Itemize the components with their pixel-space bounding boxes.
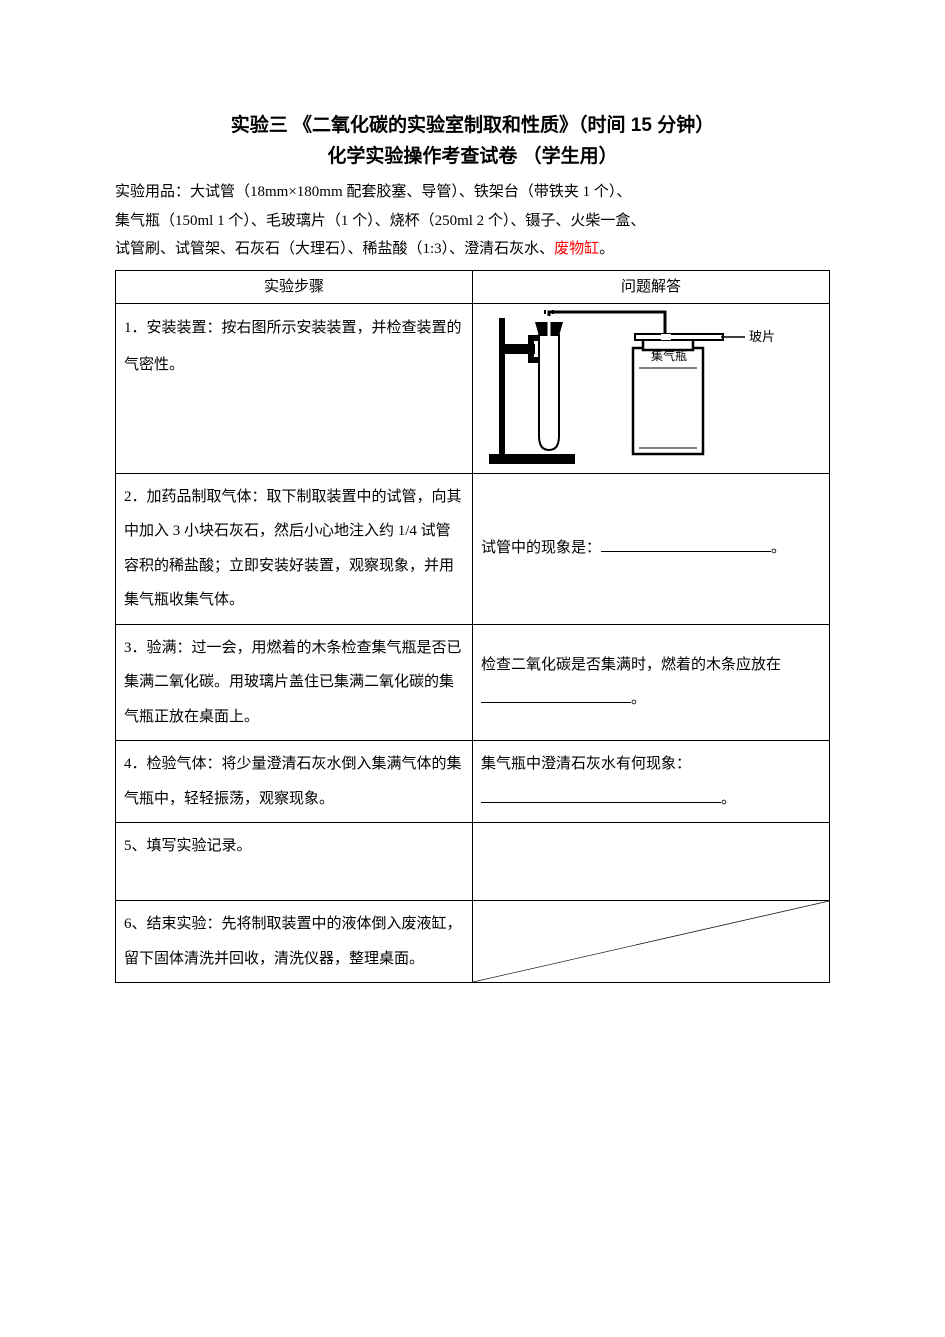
label-gas-bottle: 集气瓶 xyxy=(651,348,687,363)
table-row: 2．加药品制取气体：取下制取装置中的试管，向其中加入 3 小块石灰石，然后小心地… xyxy=(116,473,830,624)
answer-blank[interactable] xyxy=(481,786,721,803)
table-row: 5、填写实验记录。 xyxy=(116,823,830,901)
step-1-text: 1．安装装置：按右图所示安装装置，并检查装置的气密性。 xyxy=(116,303,473,473)
step-3-answer: 检查二氧化碳是否集满时，燃着的木条应放在。 xyxy=(473,624,830,741)
step-2-answer: 试管中的现象是：。 xyxy=(473,473,830,624)
step-4-text: 4．检验气体：将少量澄清石灰水倒入集满气体的集气瓶中，轻轻振荡，观察现象。 xyxy=(116,741,473,823)
table-row: 3．验满：过一会，用燃着的木条检查集气瓶是否已集满二氧化碳。用玻璃片盖住已集满二… xyxy=(116,624,830,741)
answer-blank[interactable] xyxy=(481,687,631,704)
step-5-text: 5、填写实验记录。 xyxy=(116,823,473,901)
intro-line-2: 集气瓶（150ml 1 个）、毛玻璃片（1 个）、烧杯（250ml 2 个）、镊… xyxy=(115,207,830,236)
step-5-answer-empty xyxy=(473,823,830,901)
page-title-1: 实验三 《二氧化碳的实验室制取和性质》（时间 15 分钟） xyxy=(115,110,830,137)
table-row: 6、结束实验：先将制取装置中的液体倒入废液缸，留下固体清洗并回收，清洗仪器，整理… xyxy=(116,901,830,983)
table-header-row: 实验步骤 问题解答 xyxy=(116,270,830,303)
page-title-2: 化学实验操作考查试卷 （学生用） xyxy=(115,141,830,168)
step-6-crossed-cell xyxy=(473,901,830,983)
apparatus-diagram-cell: 集气瓶 玻片 xyxy=(473,303,830,473)
experiment-table: 实验步骤 问题解答 1．安装装置：按右图所示安装装置，并检查装置的气密性。 xyxy=(115,270,830,984)
step-6-text: 6、结束实验：先将制取装置中的液体倒入废液缸，留下固体清洗并回收，清洗仪器，整理… xyxy=(116,901,473,983)
step-3-text: 3．验满：过一会，用燃着的木条检查集气瓶是否已集满二氧化碳。用玻璃片盖住已集满二… xyxy=(116,624,473,741)
intro-line-1: 实验用品：大试管（18mm×180mm 配套胶塞、导管）、铁架台（带铁夹 1 个… xyxy=(115,178,830,207)
materials-intro: 实验用品：大试管（18mm×180mm 配套胶塞、导管）、铁架台（带铁夹 1 个… xyxy=(115,178,830,264)
intro-line-3: 试管刷、试管架、石灰石（大理石）、稀盐酸（1:3）、澄清石灰水、废物缸。 xyxy=(115,235,830,264)
apparatus-diagram: 集气瓶 玻片 xyxy=(483,308,793,468)
label-glass-plate: 玻片 xyxy=(749,329,775,344)
waste-jar-text: 废物缸 xyxy=(554,241,599,257)
header-steps: 实验步骤 xyxy=(116,270,473,303)
table-row: 1．安装装置：按右图所示安装装置，并检查装置的气密性。 xyxy=(116,303,830,473)
answer-blank[interactable] xyxy=(601,536,771,553)
step-4-answer: 集气瓶中澄清石灰水有何现象： 。 xyxy=(473,741,830,823)
step-2-text: 2．加药品制取气体：取下制取装置中的试管，向其中加入 3 小块石灰石，然后小心地… xyxy=(116,473,473,624)
header-answers: 问题解答 xyxy=(473,270,830,303)
table-row: 4．检验气体：将少量澄清石灰水倒入集满气体的集气瓶中，轻轻振荡，观察现象。 集气… xyxy=(116,741,830,823)
